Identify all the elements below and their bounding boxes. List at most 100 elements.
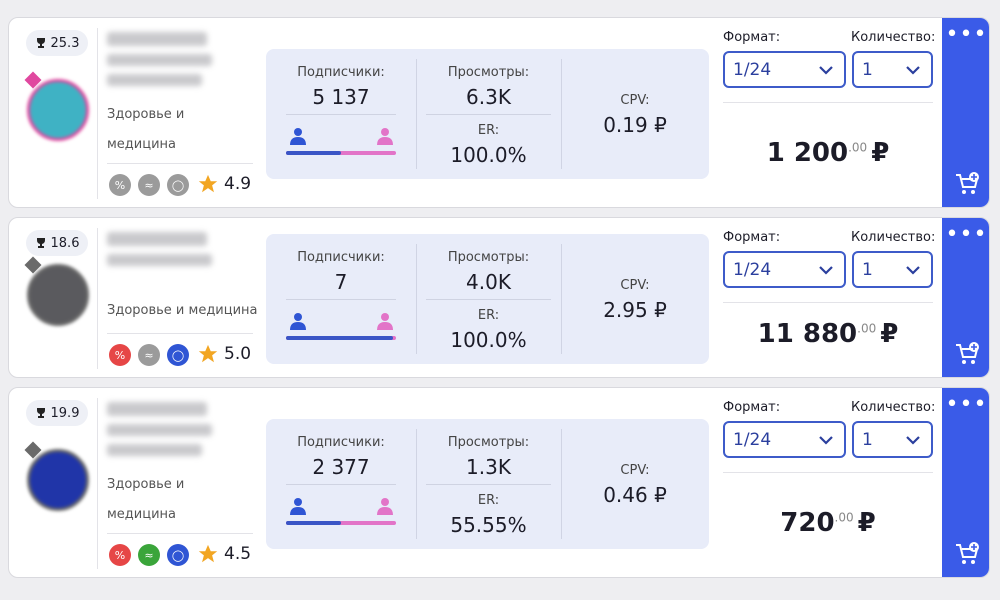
icon-part: [377, 321, 393, 330]
badge: ◯: [167, 544, 189, 566]
format-select[interactable]: 1/24: [723, 421, 846, 458]
icon-part: [956, 542, 979, 564]
icon-part: [198, 344, 218, 363]
gender-bar-male: [286, 520, 341, 525]
er-label: ER:: [477, 492, 500, 508]
col-divider: [416, 58, 417, 169]
er-value: 100.0%: [450, 142, 527, 167]
rank-value: 18.6: [50, 235, 80, 251]
icon-part: [198, 174, 218, 193]
badge: ◯: [167, 344, 189, 366]
quantity-label: Количество:: [851, 230, 936, 245]
cpv-label: CPV:: [620, 277, 650, 293]
rating: 4.5: [224, 544, 252, 564]
blurred-name: [107, 402, 207, 416]
subscribers-value: 2 377: [312, 454, 370, 479]
icon-part: [290, 312, 306, 330]
quantity-select[interactable]: 1: [852, 51, 933, 88]
price: 1 200.00 ₽: [723, 138, 933, 168]
channel-card: 19.9 Здоровье и медицина% ≈ ◯ 4.5 Подписчики:…: [8, 387, 990, 578]
views-label: Просмотры:: [447, 249, 530, 265]
rating-star: [197, 173, 219, 195]
blurred-desc: [107, 424, 212, 436]
views-label: Просмотры:: [447, 434, 530, 450]
price: 11 880.00 ₽: [723, 319, 933, 349]
more-button[interactable]: •••: [945, 22, 988, 47]
price-cents: .00: [848, 140, 868, 155]
icon-part: [377, 497, 393, 515]
line: [723, 102, 933, 103]
line: [286, 483, 396, 485]
separator: [107, 533, 253, 534]
er-value: 100.0%: [450, 327, 527, 352]
action-strip: [942, 218, 989, 377]
icon-part: [377, 506, 393, 515]
icon-part: [36, 408, 45, 418]
cpv-value: 0.19 ₽: [603, 112, 667, 137]
icon-part: [290, 506, 306, 515]
more-button[interactable]: •••: [945, 222, 988, 247]
icon-part: [381, 497, 389, 506]
price-currency: ₽: [871, 138, 890, 169]
col-divider: [561, 58, 562, 169]
icon-part: [294, 127, 302, 136]
blurred-desc: [107, 74, 202, 86]
icon-part: [819, 66, 833, 75]
category: Здоровье и медицина: [107, 303, 258, 318]
icon-part: [971, 344, 977, 350]
er-value: 55.55%: [450, 512, 527, 537]
icon-part: [290, 497, 306, 515]
rating: 5.0: [224, 344, 252, 364]
divider: [97, 228, 98, 369]
icon-part: [36, 38, 45, 48]
avatar: [27, 263, 89, 326]
icon-part: [906, 436, 920, 445]
format-select[interactable]: 1/24: [723, 251, 846, 288]
add-to-cart[interactable]: [954, 171, 980, 197]
more-button[interactable]: •••: [945, 392, 988, 417]
format-select[interactable]: 1/24: [723, 51, 846, 88]
icon-part: [36, 38, 45, 48]
cpv-value: 0.46 ₽: [603, 482, 667, 507]
category: Здоровье и медицина: [107, 477, 185, 522]
quantity-label: Количество:: [851, 30, 936, 45]
views-value: 1.3K: [466, 454, 511, 479]
icon-part: [290, 136, 306, 145]
icon-part: [906, 66, 920, 75]
blurred-desc: [107, 444, 202, 456]
quantity-value: 1: [862, 429, 873, 450]
gender-bar-male: [286, 335, 393, 340]
icon-part: [971, 174, 977, 180]
icon-part: [377, 136, 393, 145]
icon-part: [36, 238, 45, 248]
price: 720.00 ₽: [723, 508, 933, 538]
icon-part: [962, 360, 966, 364]
icon-part: [971, 360, 975, 364]
divider: [97, 28, 98, 199]
icon-part: [198, 174, 218, 193]
quantity-select[interactable]: 1: [852, 251, 933, 288]
icon-part: [198, 544, 218, 563]
badge: %: [109, 344, 131, 366]
action-strip: [942, 388, 989, 577]
icon-part: [381, 312, 389, 321]
icon-part: [971, 190, 975, 194]
add-to-cart[interactable]: [954, 341, 980, 367]
quantity-value: 1: [862, 259, 873, 280]
blurred-name: [107, 32, 207, 46]
views-label: Просмотры:: [447, 64, 530, 80]
er-label: ER:: [477, 307, 500, 323]
cpv-label: CPV:: [620, 462, 650, 478]
price-main: 720: [780, 508, 835, 539]
rank-pill: 19.9: [26, 400, 88, 426]
quantity-label: Количество:: [851, 400, 936, 415]
icon-part: [956, 342, 979, 364]
icon-part: [294, 312, 302, 321]
icon-part: [819, 436, 833, 445]
price-cents: .00: [834, 510, 854, 525]
icon-part: [906, 266, 920, 275]
price-currency: ₽: [880, 319, 899, 350]
views-value: 4.0K: [466, 269, 511, 294]
add-to-cart[interactable]: [954, 541, 980, 567]
quantity-select[interactable]: 1: [852, 421, 933, 458]
